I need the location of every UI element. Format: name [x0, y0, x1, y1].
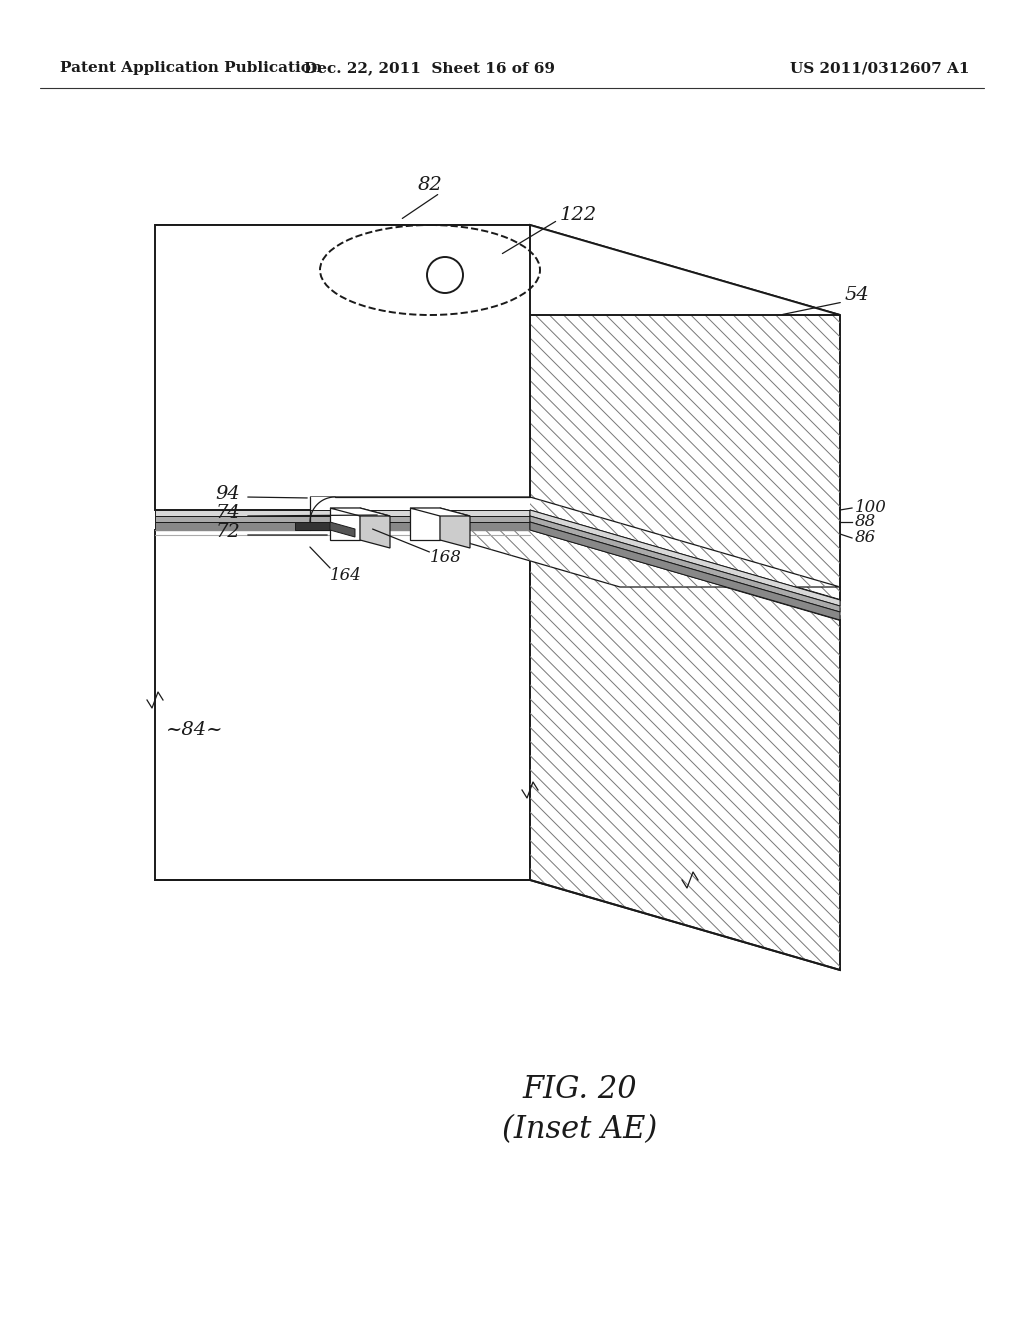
Polygon shape [330, 508, 360, 540]
Polygon shape [310, 498, 530, 531]
Text: 122: 122 [560, 206, 597, 224]
Polygon shape [410, 508, 470, 516]
Text: Patent Application Publication: Patent Application Publication [60, 61, 322, 75]
Polygon shape [530, 510, 840, 606]
Text: 74: 74 [215, 504, 240, 521]
Polygon shape [330, 521, 355, 537]
Polygon shape [155, 516, 530, 521]
Text: 100: 100 [855, 499, 887, 516]
Polygon shape [155, 531, 530, 880]
Text: 164: 164 [330, 566, 361, 583]
Polygon shape [330, 508, 390, 516]
Polygon shape [310, 498, 840, 587]
Polygon shape [295, 521, 330, 531]
Polygon shape [530, 224, 840, 601]
Text: 94: 94 [215, 484, 240, 503]
Text: FIG. 20: FIG. 20 [522, 1074, 637, 1106]
Text: ~84~: ~84~ [166, 721, 224, 739]
Text: 54: 54 [845, 286, 869, 304]
Polygon shape [410, 508, 440, 540]
Text: US 2011/0312607 A1: US 2011/0312607 A1 [791, 61, 970, 75]
Polygon shape [530, 521, 840, 620]
Polygon shape [360, 508, 390, 548]
Polygon shape [440, 508, 470, 548]
Polygon shape [155, 224, 530, 510]
Text: 86: 86 [855, 529, 877, 546]
Polygon shape [530, 516, 840, 612]
Text: 168: 168 [430, 549, 462, 566]
Polygon shape [530, 510, 840, 606]
Text: 82: 82 [418, 176, 442, 194]
Polygon shape [530, 516, 840, 612]
Text: 88: 88 [855, 513, 877, 531]
Polygon shape [530, 531, 840, 970]
Text: (Inset AE): (Inset AE) [503, 1114, 657, 1146]
Text: Dec. 22, 2011  Sheet 16 of 69: Dec. 22, 2011 Sheet 16 of 69 [304, 61, 555, 75]
Polygon shape [530, 521, 840, 620]
Polygon shape [155, 224, 840, 315]
Circle shape [427, 257, 463, 293]
Polygon shape [155, 510, 530, 516]
Polygon shape [155, 521, 530, 531]
Text: 72: 72 [215, 523, 240, 541]
